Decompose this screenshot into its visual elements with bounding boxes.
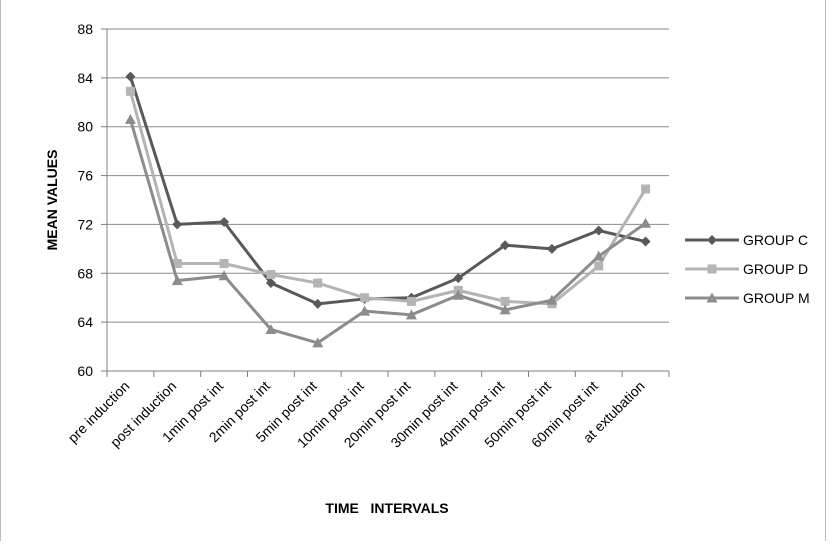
data-point: [125, 114, 136, 124]
data-point: [640, 218, 651, 228]
data-point: [641, 237, 651, 247]
series-line: [130, 91, 645, 304]
legend-label: GROUP M: [743, 290, 810, 306]
data-point: [547, 244, 557, 254]
legend-item: GROUP D: [685, 261, 808, 277]
series-group-m: [125, 114, 651, 348]
legend-marker: [707, 235, 717, 245]
y-tick-label: 64: [77, 314, 93, 330]
series-line: [130, 77, 645, 304]
y-tick-label: 60: [77, 363, 93, 379]
series-group-d: [126, 87, 650, 309]
legend-label: GROUP C: [743, 232, 808, 248]
data-point: [220, 259, 229, 268]
y-tick-label: 76: [77, 168, 93, 184]
data-point: [126, 87, 135, 96]
data-point: [594, 261, 603, 270]
legend-label: GROUP D: [743, 261, 808, 277]
legend: GROUP C GROUP D GROUP M: [685, 232, 810, 306]
data-point: [360, 293, 369, 302]
data-point: [125, 72, 135, 82]
x-axis-title: TIME INTERVALS: [325, 500, 448, 516]
y-axis-title: MEAN VALUES: [44, 150, 60, 251]
axes: [101, 29, 669, 377]
legend-item: GROUP C: [685, 232, 808, 248]
data-point: [266, 270, 275, 279]
legend-marker: [708, 265, 717, 274]
legend-item: GROUP M: [685, 290, 810, 306]
series-line: [130, 119, 645, 343]
data-point: [407, 297, 416, 306]
data-point: [313, 279, 322, 288]
y-tick-label: 84: [77, 70, 93, 86]
data-point: [594, 226, 604, 236]
y-tick-label: 68: [77, 265, 93, 281]
y-tick-label: 72: [77, 216, 93, 232]
y-tick-labels: 60 64 68 72 76 80 84 88: [77, 21, 93, 379]
series-group: [125, 72, 651, 348]
y-tick-label: 88: [77, 21, 93, 37]
data-point: [313, 299, 323, 309]
data-point: [641, 185, 650, 194]
data-point: [172, 219, 182, 229]
y-tick-label: 80: [77, 119, 93, 135]
